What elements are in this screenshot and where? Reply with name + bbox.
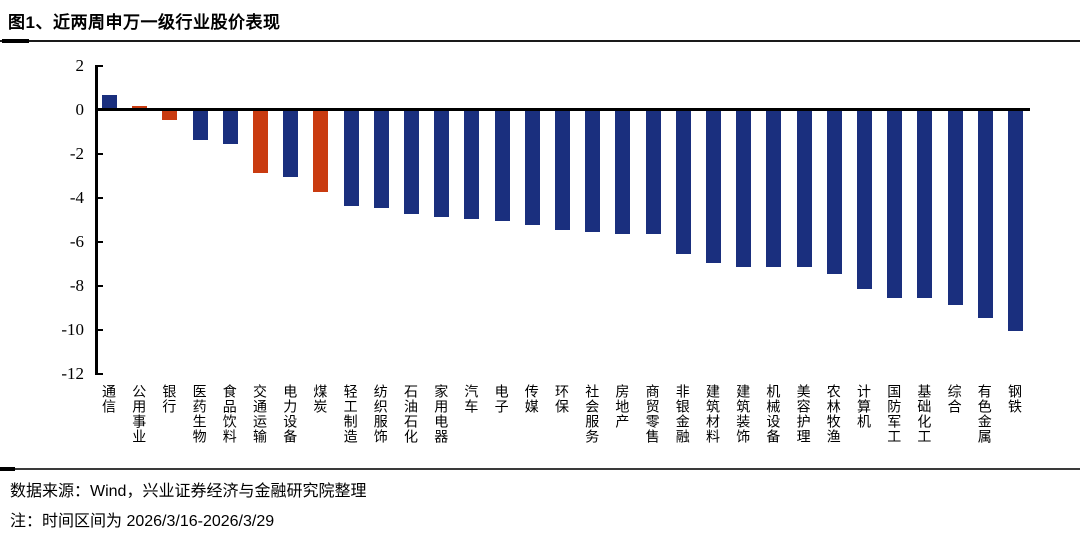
x-axis-label: 轻工制造 xyxy=(342,384,359,444)
bar-chart: 2 0 -2 -4 -6 -8 -10 -12 通信 公用事业 银行 医药生物 食品饮料 交通运输 电力设… xyxy=(0,52,1080,472)
x-axis-label: 建筑装饰 xyxy=(735,384,752,444)
bar-机械设备 xyxy=(766,111,782,268)
x-axis-label: 传媒 xyxy=(523,384,540,414)
bar-轻工制造 xyxy=(343,111,359,206)
bar-基础化工 xyxy=(917,111,933,298)
y-axis-tick xyxy=(96,152,103,155)
x-axis-label: 家用电器 xyxy=(433,384,450,444)
x-axis-label: 农林牧渔 xyxy=(825,384,842,444)
x-axis-label: 环保 xyxy=(554,384,570,414)
y-axis-tick-label: -4 xyxy=(69,187,84,207)
y-axis-tick xyxy=(96,240,103,243)
y-axis-tick-label: -12 xyxy=(61,363,84,383)
x-axis-label: 石油石化 xyxy=(403,384,419,444)
x-axis-label: 有色金属 xyxy=(976,384,993,444)
y-axis-tick-label: -10 xyxy=(61,319,84,339)
figure-title: 图1、近两周申万一级行业股价表现 xyxy=(8,13,281,32)
bar-电力设备 xyxy=(283,111,299,177)
bar-煤炭 xyxy=(313,111,329,193)
x-axis-label: 煤炭 xyxy=(312,384,329,414)
bar-国防军工 xyxy=(887,111,903,298)
data-source-text: 数据来源：Wind，兴业证券经济与金融研究院整理 xyxy=(10,483,367,500)
x-axis-label: 基础化工 xyxy=(916,384,933,444)
y-axis-tick xyxy=(96,64,103,67)
y-axis-tick-label: -2 xyxy=(69,143,84,163)
y-axis-tick xyxy=(96,372,103,375)
zero-baseline xyxy=(94,108,1030,111)
bar-电子 xyxy=(494,111,510,221)
bar-食品饮料 xyxy=(222,111,238,144)
x-axis-label: 纺织服饰 xyxy=(372,384,389,444)
bar-纺织服饰 xyxy=(373,111,389,208)
bar-综合 xyxy=(947,111,963,305)
x-axis-label: 非银金融 xyxy=(674,384,691,444)
note-text: 注：时间区间为 2026/3/16-2026/3/29 xyxy=(10,513,275,530)
bar-建筑材料 xyxy=(706,111,721,263)
y-axis-tick-label: -6 xyxy=(69,231,84,251)
x-axis-label: 钢铁 xyxy=(1007,384,1023,414)
bar-公用事业 xyxy=(132,105,148,108)
x-axis-label: 商贸零售 xyxy=(644,384,661,444)
footer-divider-line xyxy=(0,468,1080,470)
x-axis-label: 汽车 xyxy=(463,384,480,414)
x-axis-label: 公用事业 xyxy=(131,384,148,444)
y-axis-tick xyxy=(96,196,103,199)
x-axis-label: 美容护理 xyxy=(795,384,812,444)
x-axis-label: 建筑材料 xyxy=(705,384,721,444)
bar-家用电器 xyxy=(434,111,450,217)
bar-农林牧渔 xyxy=(826,111,842,274)
bar-商贸零售 xyxy=(645,111,661,235)
x-axis-label: 国防军工 xyxy=(886,384,903,444)
bar-房地产 xyxy=(615,111,631,235)
y-axis-tick-label: 2 xyxy=(75,55,85,75)
title-divider-line xyxy=(0,40,1080,42)
bar-计算机 xyxy=(857,111,872,290)
bar-建筑装饰 xyxy=(736,111,752,268)
bar-医药生物 xyxy=(192,111,208,140)
y-axis-tick xyxy=(96,284,103,287)
title-divider-cap xyxy=(2,39,29,43)
x-axis-label: 综合 xyxy=(946,384,963,414)
bar-环保 xyxy=(555,111,570,230)
x-axis-label: 电力设备 xyxy=(282,384,299,444)
x-axis-label: 计算机 xyxy=(856,384,872,429)
y-axis-tick-label: 0 xyxy=(75,99,85,119)
bar-钢铁 xyxy=(1008,111,1023,331)
bar-非银金融 xyxy=(675,111,691,254)
x-axis-label: 机械设备 xyxy=(765,384,782,444)
x-axis-label: 房地产 xyxy=(614,384,631,429)
x-axis-label: 银行 xyxy=(161,384,178,414)
x-axis-label: 社会服务 xyxy=(584,384,601,444)
x-axis-label: 食品饮料 xyxy=(221,384,238,444)
bar-汽车 xyxy=(464,111,480,219)
bar-通信 xyxy=(102,94,117,108)
bar-有色金属 xyxy=(977,111,993,318)
y-axis-tick xyxy=(96,328,103,331)
bar-美容护理 xyxy=(796,111,812,268)
x-axis-label: 医药生物 xyxy=(191,384,208,444)
y-axis-tick-label: -8 xyxy=(69,275,84,295)
footer-divider-cap xyxy=(0,467,15,471)
x-axis-label: 交通运输 xyxy=(252,384,268,444)
x-axis-label: 通信 xyxy=(101,384,117,414)
y-axis-line xyxy=(94,64,98,375)
bar-银行 xyxy=(162,111,178,120)
x-axis-label: 电子 xyxy=(493,384,510,414)
bar-传媒 xyxy=(524,111,540,226)
bar-社会服务 xyxy=(585,111,601,232)
bar-石油石化 xyxy=(404,111,419,215)
bar-交通运输 xyxy=(253,111,268,173)
